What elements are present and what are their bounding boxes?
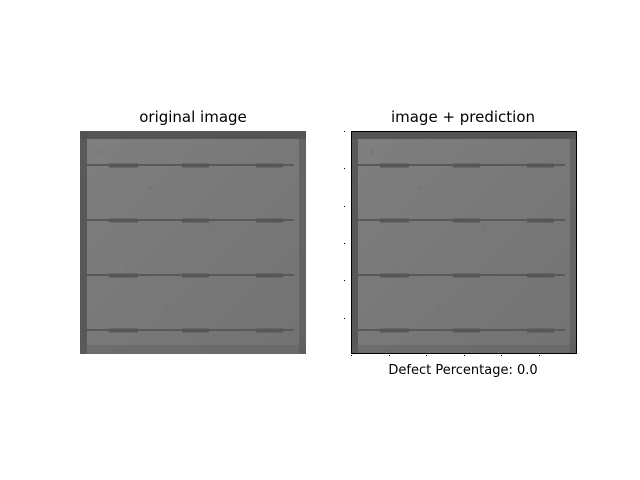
right-panel-title: image + prediction (390, 108, 536, 126)
top-shadow (80, 131, 306, 139)
busbar-contact-pads (109, 163, 283, 333)
bottom-axis-ticks (351, 355, 540, 356)
cell-surface (351, 131, 577, 354)
surface-speckles (370, 150, 544, 341)
cell-surface (80, 131, 306, 354)
busbar-contact-pads (380, 163, 554, 333)
right-shadow (570, 131, 577, 354)
left-axis-ticks (344, 131, 345, 319)
surface-speckles (99, 150, 273, 341)
top-shadow (351, 131, 577, 139)
bottom-shadow (80, 345, 306, 354)
defect-percentage-caption: Defect Percentage: 0.0 (388, 363, 538, 378)
original-image (80, 131, 306, 354)
prediction-image (351, 131, 577, 354)
left-shadow (351, 131, 358, 354)
right-shadow (299, 131, 306, 354)
original-image-panel (80, 131, 306, 354)
left-shadow (80, 131, 87, 354)
bottom-shadow (351, 345, 577, 354)
left-panel-title: original image (139, 108, 247, 126)
prediction-frame (351, 131, 577, 354)
prediction-image-panel (351, 131, 577, 354)
